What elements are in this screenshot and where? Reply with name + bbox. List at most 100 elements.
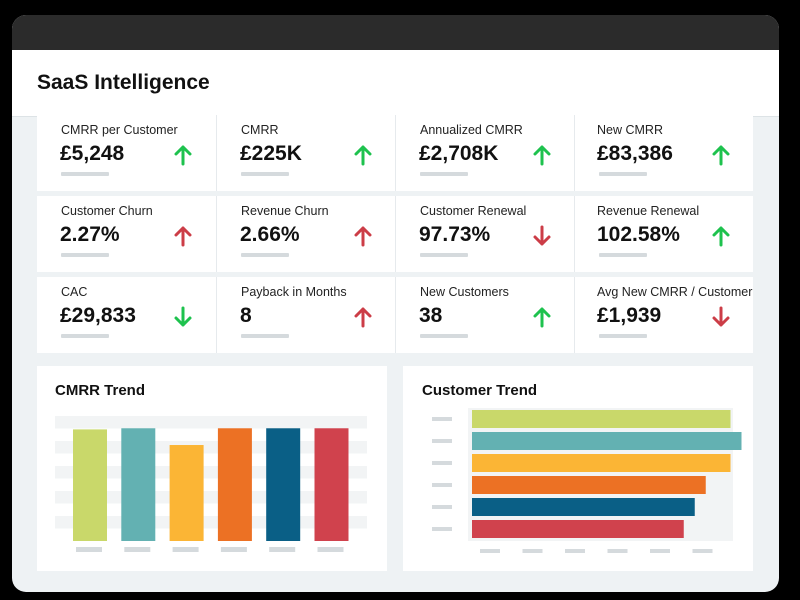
trend-down-icon (174, 306, 192, 327)
kpi-value: £2,708K (419, 142, 499, 165)
arrow-shape (354, 145, 372, 166)
arrow-shape (354, 226, 372, 247)
kpi-label: Avg New CMRR / Customer (597, 285, 753, 299)
customer-bar (472, 432, 742, 450)
kpi-card-avg-new-cmrr[interactable]: Avg New CMRR / Customer £1,939 (574, 277, 754, 353)
kpi-label: Revenue Churn (241, 204, 329, 218)
x-tick-placeholder (172, 547, 199, 552)
y-tick-placeholder (432, 417, 452, 421)
chart-title: Customer Trend (422, 382, 538, 399)
kpi-value: 8 (240, 304, 252, 327)
kpi-card-cmrr-per-customer[interactable]: CMRR per Customer £5,248 (37, 115, 215, 191)
kpi-row: CMRR per Customer £5,248 CMRR £225K Annu… (37, 115, 753, 191)
kpi-card-customer-renewal[interactable]: Customer Renewal 97.73% (395, 196, 574, 272)
plot-background (468, 408, 733, 541)
kpi-placeholder-bar (241, 253, 289, 257)
kpi-row: CAC £29,833 Payback in Months 8 New Cust… (37, 277, 753, 353)
kpi-value: 97.73% (419, 223, 491, 246)
kpi-card-payback-months[interactable]: Payback in Months 8 (216, 277, 395, 353)
cmrr-trend-chart (55, 416, 367, 552)
kpi-label: Payback in Months (241, 285, 347, 299)
arrow-shape (354, 307, 372, 328)
kpi-card-annualized-cmrr[interactable]: Annualized CMRR £2,708K (395, 115, 574, 191)
x-tick-placeholder (124, 547, 151, 552)
kpi-placeholder-bar (420, 253, 468, 257)
kpi-label: CMRR per Customer (61, 123, 178, 137)
kpi-card-customer-churn[interactable]: Customer Churn 2.27% (37, 196, 215, 272)
kpi-card-new-customers[interactable]: New Customers 38 (395, 277, 574, 353)
trend-up-icon (533, 307, 551, 328)
kpi-card-revenue-churn[interactable]: Revenue Churn 2.66% (216, 196, 395, 272)
kpi-value: 2.27% (60, 223, 120, 246)
trend-up-icon (533, 145, 551, 166)
cmrr-bar (169, 445, 204, 541)
trend-up-icon (354, 307, 372, 328)
x-tick-placeholder (269, 547, 296, 552)
x-tick-placeholder (220, 547, 247, 552)
kpi-label: Annualized CMRR (420, 123, 523, 137)
y-tick-placeholder (432, 527, 452, 531)
kpi-placeholder-bar (241, 334, 289, 338)
kpi-placeholder-bar (61, 334, 109, 338)
arrow-shape (533, 225, 551, 246)
arrow-shape (712, 145, 730, 166)
kpi-card-cac[interactable]: CAC £29,833 (37, 277, 215, 353)
kpi-card-revenue-renewal[interactable]: Revenue Renewal 102.58% (574, 196, 754, 272)
customer-bar (472, 498, 695, 516)
cmrr-bar (314, 428, 349, 541)
kpi-card-cmrr[interactable]: CMRR £225K (216, 115, 395, 191)
arrow-shape (174, 306, 192, 327)
customer-trend-panel: Customer Trend (403, 366, 753, 571)
customer-trend-chart (432, 408, 742, 553)
x-tick-placeholder (480, 549, 500, 553)
kpi-value: £83,386 (597, 142, 673, 165)
y-tick-placeholder (432, 439, 452, 443)
page-title: SaaS Intelligence (37, 71, 210, 94)
trend-up-icon (354, 226, 372, 247)
trend-down-icon (712, 306, 730, 327)
trend-down-icon (533, 225, 551, 246)
kpi-label: New CMRR (597, 123, 663, 137)
kpi-label: CAC (61, 285, 88, 299)
kpi-label: CMRR (241, 123, 279, 137)
trend-up-icon (174, 226, 192, 247)
kpi-placeholder-bar (241, 172, 289, 176)
trend-up-icon (712, 145, 730, 166)
kpi-placeholder-bar (61, 172, 109, 176)
y-tick-placeholder (432, 461, 452, 465)
arrow-shape (712, 226, 730, 247)
cmrr-bar (266, 428, 301, 541)
customer-bar (472, 410, 731, 428)
x-tick-placeholder (76, 547, 102, 552)
kpi-value: £5,248 (60, 142, 125, 165)
arrow-shape (712, 306, 730, 327)
cmrr-bar (73, 429, 107, 541)
app-window: SaaS Intelligence CMRR per Customer £5,2… (12, 15, 779, 592)
chart-title: CMRR Trend (55, 382, 145, 399)
grid-band (55, 416, 367, 429)
kpi-placeholder-bar (599, 253, 647, 257)
x-tick-placeholder (317, 547, 344, 552)
x-tick-placeholder (522, 549, 543, 553)
trend-up-icon (354, 145, 372, 166)
kpi-card-new-cmrr[interactable]: New CMRR £83,386 (574, 115, 754, 191)
cmrr-bar (121, 428, 156, 541)
kpi-label: New Customers (420, 285, 509, 299)
x-tick-placeholder (565, 549, 585, 553)
trend-up-icon (174, 145, 192, 166)
customer-bar (472, 454, 731, 472)
kpi-row: Customer Churn 2.27% Revenue Churn 2.66%… (37, 196, 753, 272)
kpi-value: 2.66% (240, 223, 300, 246)
kpi-placeholder-bar (61, 253, 109, 257)
arrow-shape (533, 145, 551, 166)
arrow-shape (533, 307, 551, 328)
header: SaaS Intelligence (12, 50, 779, 117)
x-tick-placeholder (607, 549, 628, 553)
kpi-placeholder-bar (599, 334, 647, 338)
kpi-value: 102.58% (597, 223, 680, 246)
x-tick-placeholder (650, 549, 670, 553)
x-tick-placeholder (692, 549, 713, 553)
cmrr-bar (217, 428, 252, 541)
kpi-placeholder-bar (420, 172, 468, 176)
kpi-value: £225K (240, 142, 302, 165)
